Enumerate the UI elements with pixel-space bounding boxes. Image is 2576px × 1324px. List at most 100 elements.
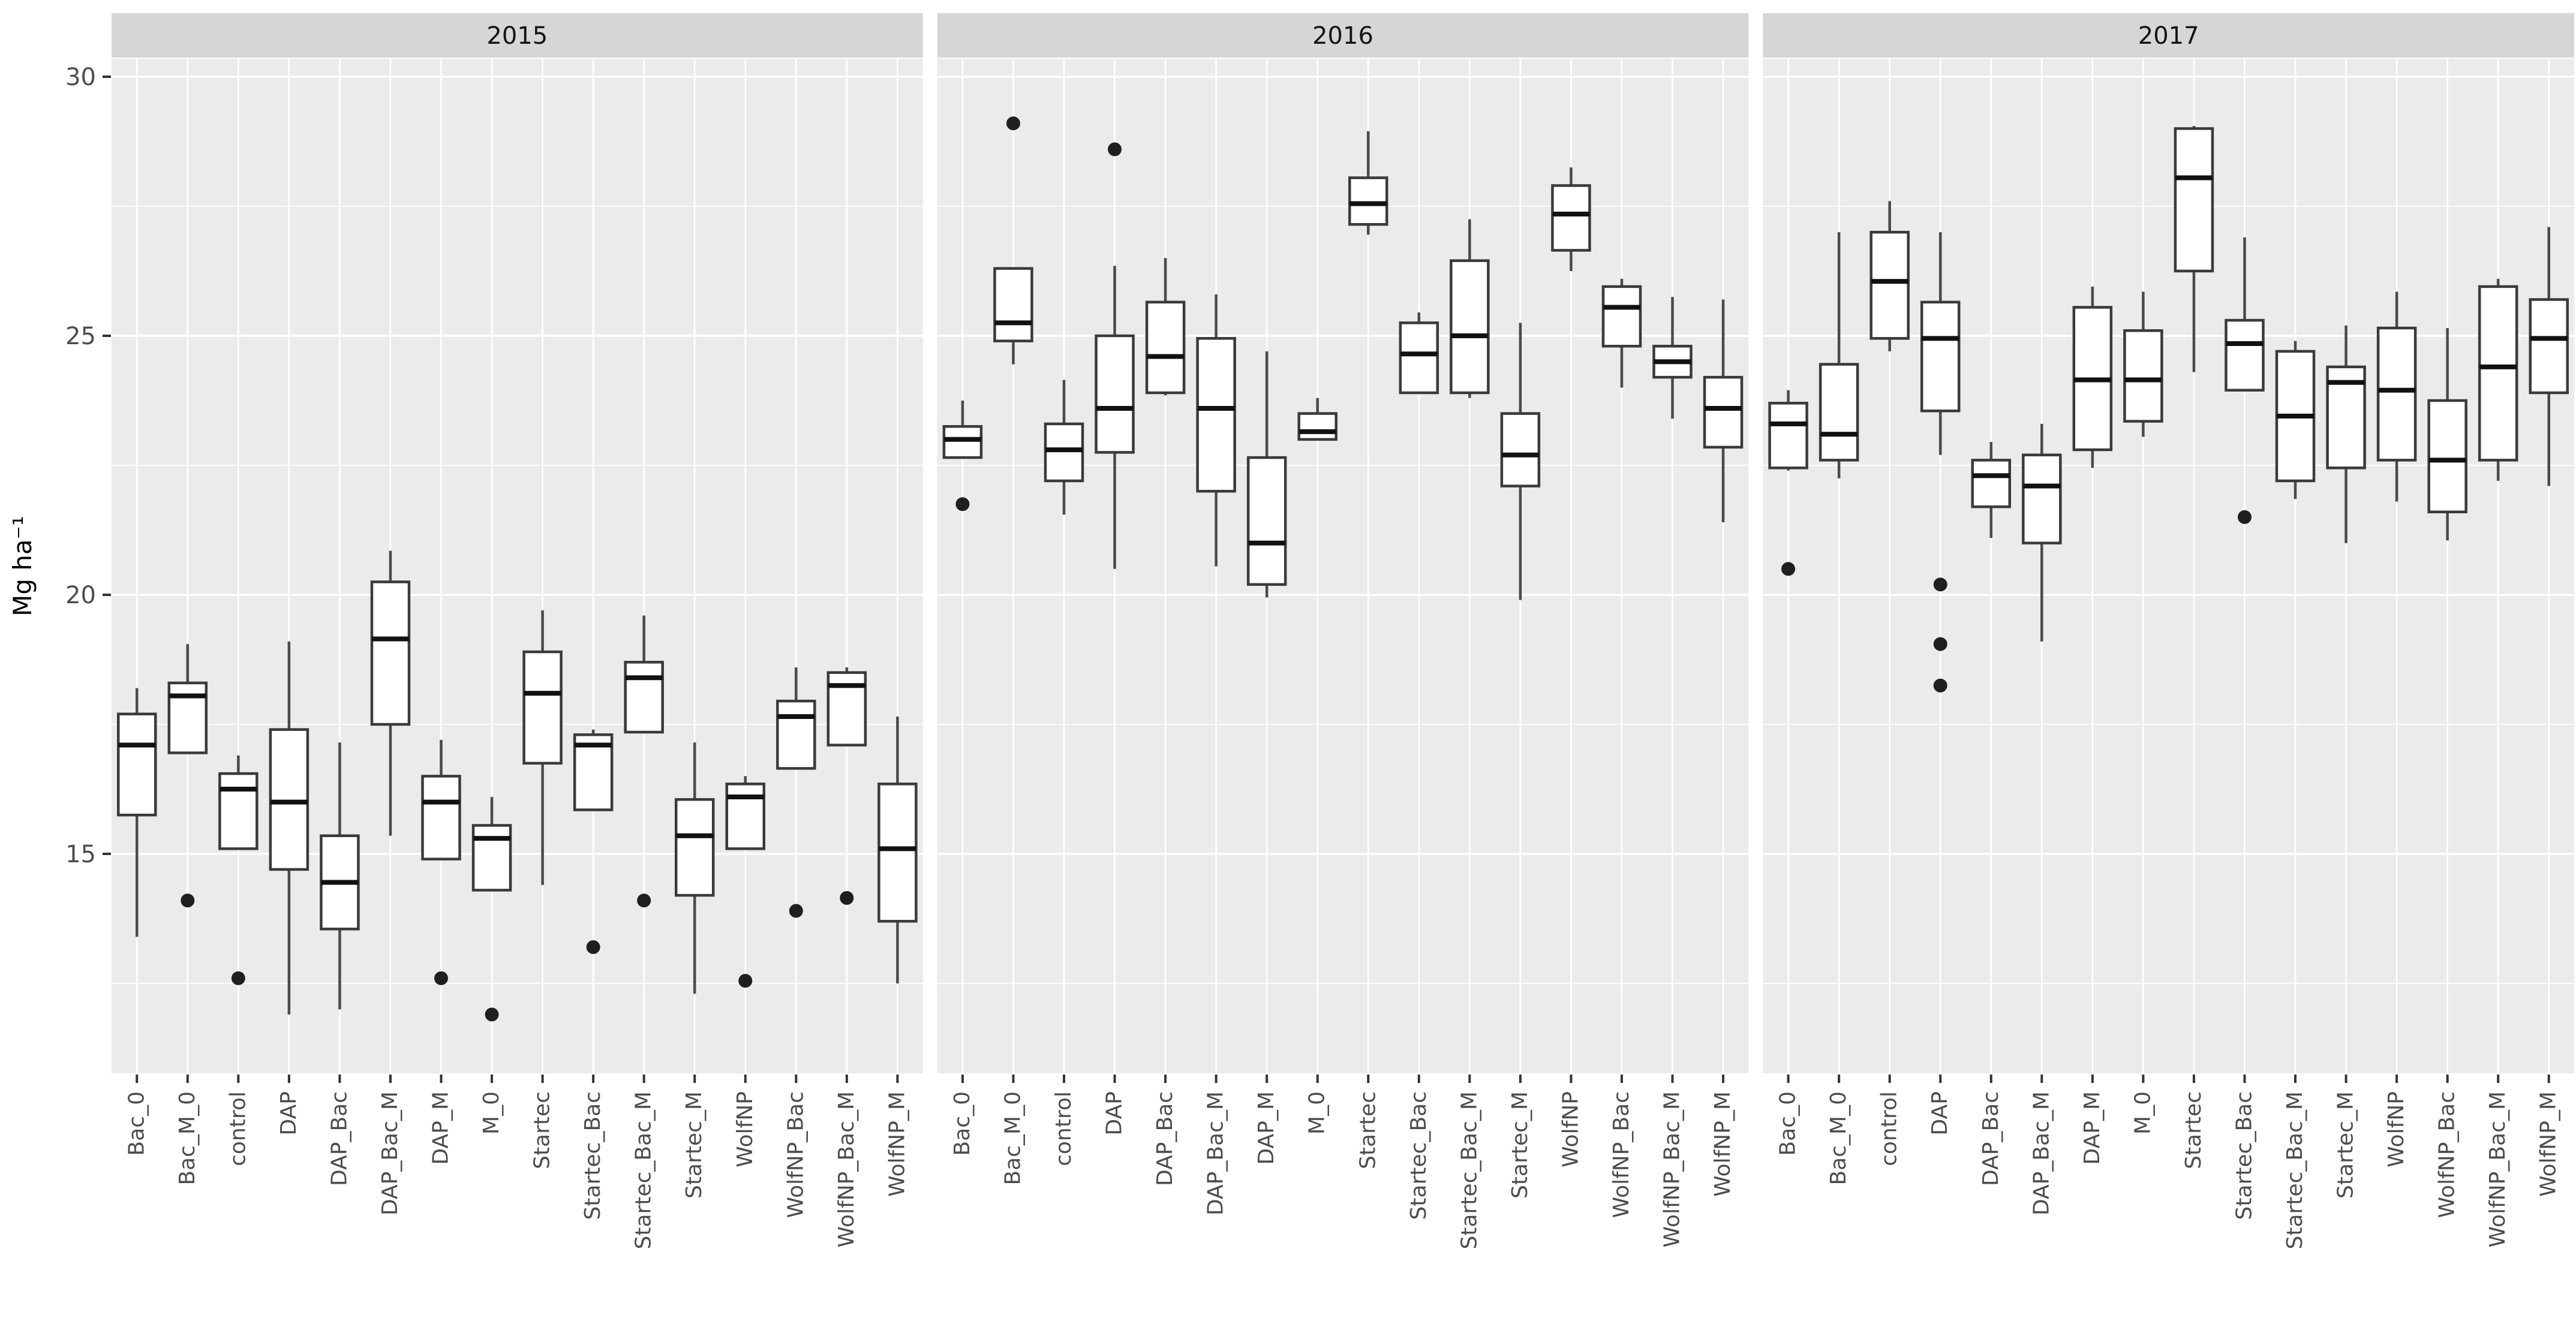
boxplot-M_0: [2123, 291, 2163, 437]
iqr-box: [522, 650, 563, 765]
outlier-dot: [1108, 142, 1122, 157]
y-tick-label: 25: [65, 323, 96, 350]
outlier-dot: [434, 971, 449, 985]
boxplot-Bac_M_0: [1818, 232, 1859, 479]
iqr-box: [1920, 300, 1961, 413]
x-tick-label: DAP_Bac: [1979, 1091, 2003, 1186]
boxplot-WolfNP_Bac_M: [2478, 278, 2518, 481]
x-tick-label: Startec_M: [1508, 1091, 1532, 1199]
outlier-dot: [1006, 116, 1020, 131]
x-tick-label: WolfNP_M: [2536, 1091, 2561, 1197]
x-tick-label: Startec_Bac: [1406, 1091, 1431, 1220]
iqr-box: [1818, 363, 1859, 462]
boxplot-Startec_Bac: [1399, 312, 1439, 395]
boxplot-DAP_Bac_M: [370, 550, 411, 836]
x-tick-label: WolfNP: [733, 1091, 758, 1167]
iqr-box: [1297, 412, 1337, 441]
iqr-box: [1348, 176, 1388, 226]
boxplot-Bac_0: [117, 688, 157, 937]
x-tick-label: DAP_Bac_M: [1204, 1091, 1228, 1215]
iqr-box: [2376, 326, 2417, 462]
x-tick-label: Bac_M_0: [1000, 1091, 1025, 1185]
x-tick-label: M_0: [2130, 1091, 2155, 1135]
x-tick-label: M_0: [479, 1091, 504, 1135]
iqr-box: [117, 712, 157, 817]
x-tick-label: WolfNP: [1558, 1091, 1583, 1167]
x-tick-label: WolfNP_M: [885, 1091, 909, 1197]
x-tick-label: DAP: [1928, 1091, 1952, 1135]
boxplot-WolfNP: [2376, 291, 2417, 502]
outlier-dot: [1933, 637, 1947, 651]
x-tick-label: Startec_M: [682, 1091, 707, 1199]
facet-strip-label: 2015: [486, 22, 548, 50]
x-tick-label: Startec: [1355, 1091, 1380, 1169]
iqr-box: [2529, 298, 2569, 395]
x-tick-label: Startec: [2181, 1091, 2206, 1169]
boxplot-Startec_Bac_M: [2275, 341, 2316, 499]
boxplot-Startec_Bac_M: [1450, 219, 1490, 398]
boxplot-Bac_M_0: [167, 644, 208, 908]
boxplot-DAP_Bac_M: [2022, 423, 2062, 642]
iqr-box: [1450, 259, 1490, 395]
boxplot-WolfNP_Bac: [2427, 328, 2467, 541]
x-tick-label: Startec: [530, 1091, 555, 1169]
iqr-box: [471, 824, 512, 892]
x-tick-label: WolfNP_Bac_M: [834, 1091, 859, 1247]
x-tick-label: DAP_M: [2080, 1091, 2105, 1164]
x-tick-label: Startec_Bac_M: [1457, 1091, 1481, 1250]
x-tick-label: DAP_Bac_M: [2029, 1091, 2054, 1215]
x-tick-label: WolfNP_M: [1711, 1091, 1735, 1197]
panel-2017: 2017 Bac_0 Bac_M_0 control DAP DAP_Bac DAP_Bac…: [1763, 13, 2574, 1250]
x-tick-label: Startec_Bac: [2232, 1091, 2256, 1220]
boxplot-DAP_Bac: [320, 742, 360, 1010]
panel-2016: 2016 Bac_0 Bac_M_0 control DAP DAP_Bac DAP_Bac…: [937, 13, 1749, 1250]
boxplot-DAP_M: [421, 739, 461, 985]
outlier-dot: [231, 971, 245, 985]
boxplot-Startec_M: [1500, 323, 1541, 600]
outlier-dot: [738, 974, 753, 988]
boxplot-Startec_M: [674, 742, 715, 994]
iqr-box: [1095, 334, 1135, 454]
outlier-dot: [485, 1007, 499, 1022]
iqr-box: [1768, 402, 1808, 470]
x-tick-label: WolfNP_Bac_M: [2485, 1091, 2510, 1247]
panel-2015: 2015 Bac_0 Bac_M_0 control DAP DAP_Bac DAP_Bac…: [112, 13, 923, 1250]
boxplot-WolfNP_M: [877, 717, 918, 983]
boxplot-Startec_Bac: [2225, 237, 2265, 524]
boxplot-control: [218, 755, 258, 985]
x-tick-label: control: [1051, 1091, 1076, 1166]
panel-background: [937, 59, 1749, 1073]
iqr-box: [776, 699, 816, 770]
iqr-box: [2427, 399, 2467, 514]
outlier-dot: [1781, 562, 1796, 576]
x-tick-label: WolfNP_Bac_M: [1660, 1091, 1685, 1247]
x-tick-label: Bac_M_0: [1826, 1091, 1851, 1185]
iqr-box: [1145, 300, 1186, 395]
boxplot-DAP_Bac_M: [1196, 294, 1236, 567]
x-tick-label: DAP_M: [1254, 1091, 1279, 1164]
x-tick-label: Bac_M_0: [175, 1091, 200, 1185]
facet-strip: [937, 13, 1749, 58]
boxplot-DAP_M: [2072, 286, 2113, 468]
boxplot-Startec: [522, 610, 563, 885]
boxplot-Startec_M: [2326, 325, 2366, 543]
iqr-box: [1971, 459, 2012, 508]
boxplot-WolfNP_Bac_M: [1652, 297, 1693, 419]
iqr-box: [370, 580, 411, 726]
x-tick-label: control: [226, 1091, 250, 1166]
outlier-dot: [1933, 577, 1947, 592]
boxplot-DAP: [1095, 142, 1135, 569]
x-tick-label: WolfNP_Bac: [783, 1091, 808, 1218]
iqr-box: [2174, 127, 2214, 273]
boxplot-DAP: [1920, 232, 1961, 693]
panel-background: [112, 59, 923, 1073]
boxplot-Startec: [2174, 126, 2214, 372]
iqr-box: [624, 661, 664, 734]
x-tick-label: Bac_0: [950, 1091, 975, 1156]
iqr-box: [2123, 329, 2163, 423]
x-tick-label: Startec_Bac: [581, 1091, 605, 1220]
x-tick-label: WolfNP: [2384, 1091, 2409, 1167]
outlier-dot: [955, 497, 970, 511]
iqr-box: [1044, 422, 1084, 483]
boxplot-Bac_0: [1768, 390, 1808, 576]
